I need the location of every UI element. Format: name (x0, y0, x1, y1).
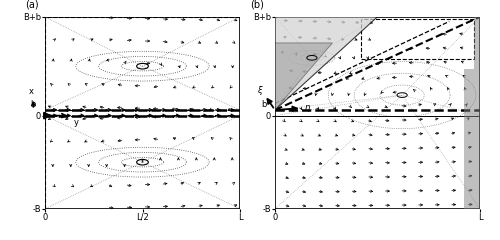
Text: y: y (74, 118, 79, 127)
Text: $\xi$: $\xi$ (258, 84, 264, 97)
Bar (361, 19, 474, 59)
Text: $\eta$: $\eta$ (304, 103, 310, 114)
Text: b: b (262, 100, 267, 109)
Bar (474, 17, 480, 69)
Text: b: b (30, 100, 35, 109)
Polygon shape (464, 69, 480, 209)
Text: (a): (a) (26, 0, 39, 9)
Polygon shape (275, 43, 332, 110)
Polygon shape (275, 17, 378, 110)
Text: (b): (b) (250, 0, 264, 9)
Text: x: x (29, 87, 34, 96)
Bar (45, 116, 240, 209)
Bar (45, 17, 240, 110)
